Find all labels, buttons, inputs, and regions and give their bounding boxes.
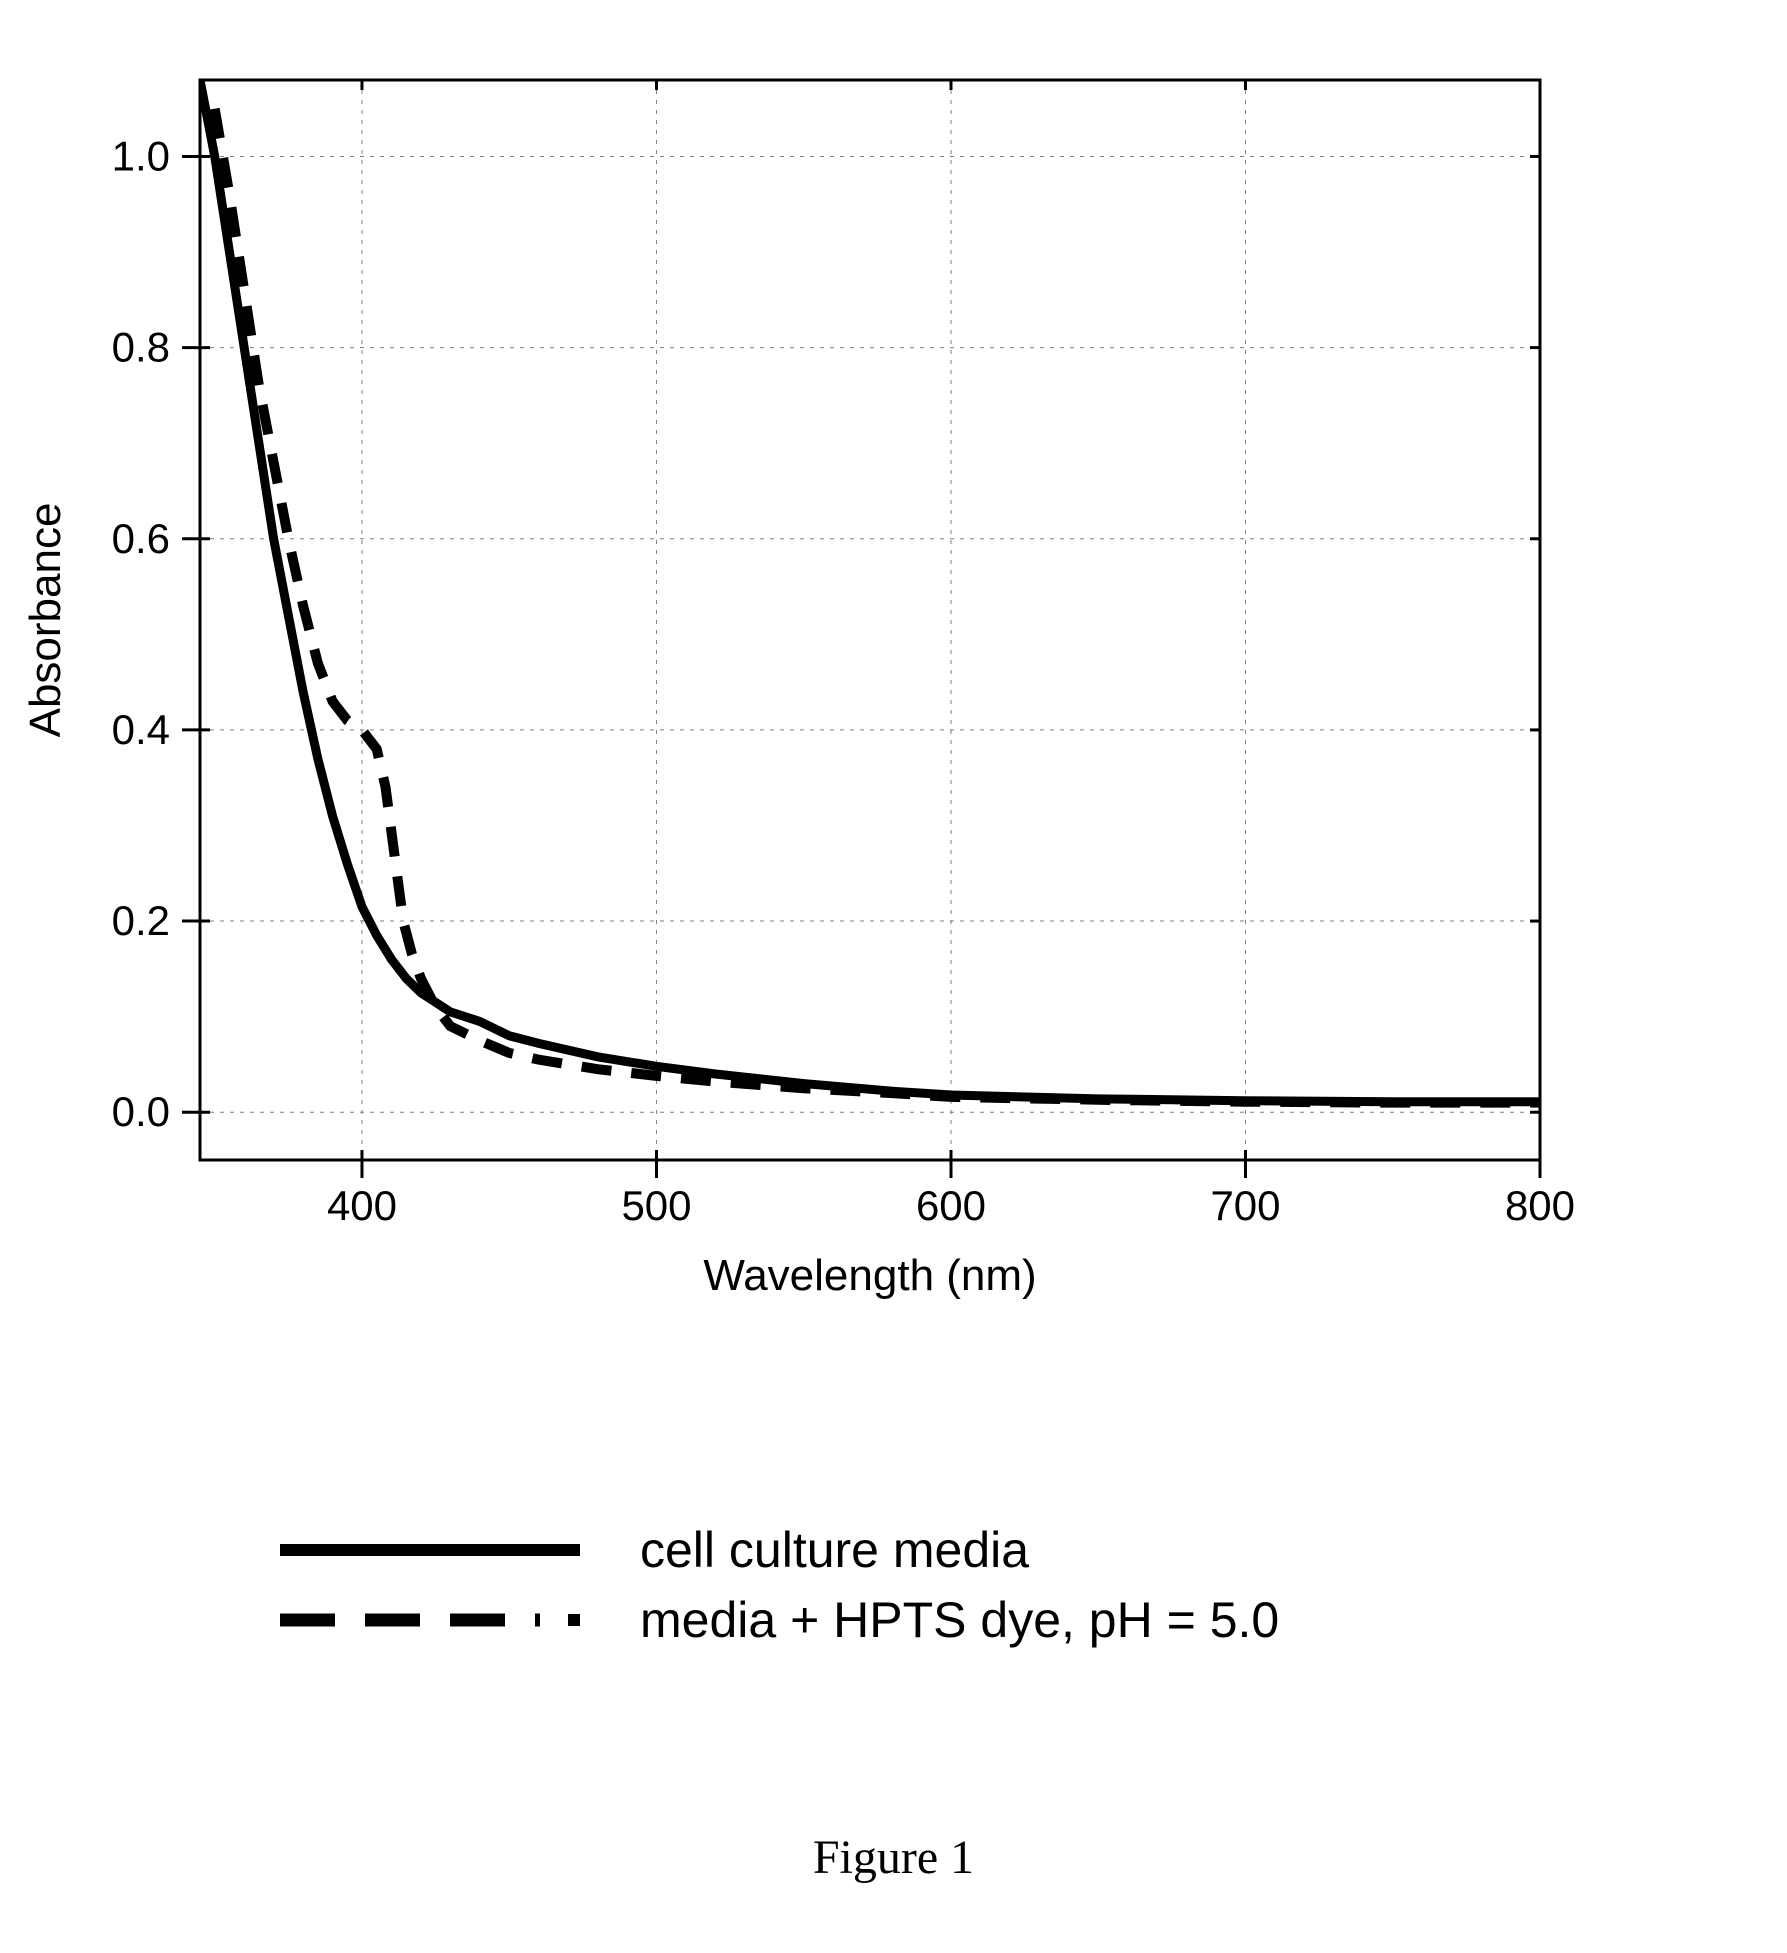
figure-caption: Figure 1 — [0, 1830, 1787, 1885]
ytick-label: 1.0 — [112, 132, 170, 179]
legend-item: media + HPTS dye, pH = 5.0 — [280, 1590, 1480, 1650]
y-axis-label: Absorbance — [21, 503, 70, 738]
ytick-label: 0.6 — [112, 515, 170, 562]
legend-swatch — [280, 1590, 580, 1650]
xtick-label: 700 — [1210, 1182, 1280, 1229]
series-media-hpts-dye-ph-5-0 — [215, 109, 1540, 1103]
ytick-label: 0.2 — [112, 897, 170, 944]
legend-label: media + HPTS dye, pH = 5.0 — [640, 1591, 1279, 1649]
xtick-label: 600 — [916, 1182, 986, 1229]
xtick-label: 500 — [621, 1182, 691, 1229]
ytick-label: 0.4 — [112, 706, 170, 753]
legend-label: cell culture media — [640, 1521, 1029, 1579]
series-cell-culture-media — [200, 80, 1540, 1102]
page: 400 500 600 700 800 0.0 0.2 0.4 0.6 0.8 1.0 Wavelen… — [0, 0, 1787, 1953]
x-axis-label: Wavelength (nm) — [703, 1251, 1036, 1300]
legend-swatch — [280, 1520, 580, 1580]
ytick-label: 0.8 — [112, 324, 170, 371]
absorbance-chart: 400 500 600 700 800 0.0 0.2 0.4 0.6 0.8 1.0 Wavelen… — [0, 0, 1620, 1340]
legend-item: cell culture media — [280, 1520, 1480, 1580]
ytick-label: 0.0 — [112, 1088, 170, 1135]
xtick-label: 400 — [327, 1182, 397, 1229]
xtick-label: 800 — [1505, 1182, 1575, 1229]
legend: cell culture media media + HPTS dye, pH =… — [280, 1520, 1480, 1660]
